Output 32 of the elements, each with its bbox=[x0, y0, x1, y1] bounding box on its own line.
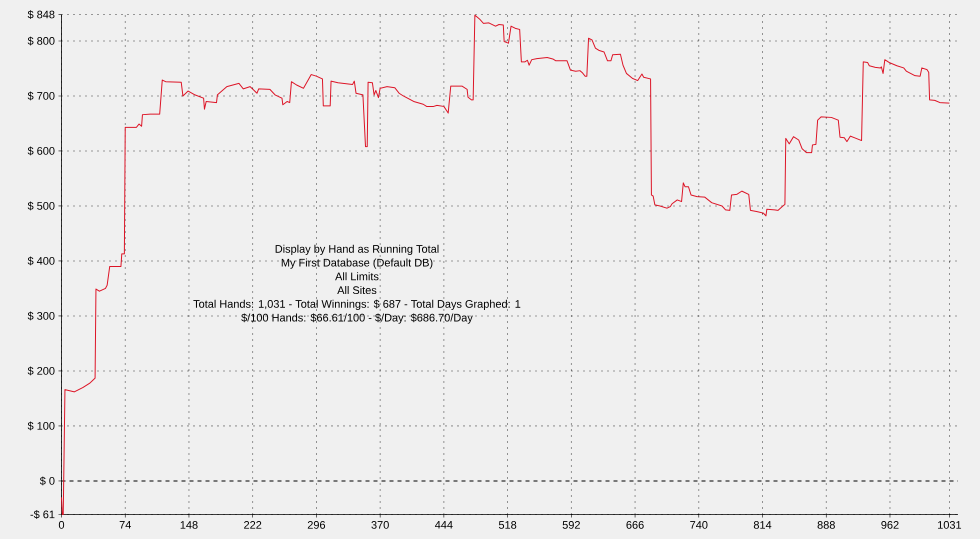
y-tick-label: $ 200 bbox=[28, 366, 55, 376]
x-tick-label: 518 bbox=[498, 521, 516, 529]
annotation: $/100 Hands: $66.61/100 - $/Day: $686.70/Day bbox=[241, 313, 473, 324]
y-tick-label: $ 800 bbox=[28, 36, 55, 46]
x-tick-label: 296 bbox=[308, 521, 326, 529]
x-tick-label: 0 bbox=[58, 521, 64, 529]
y-tick-label: $ 300 bbox=[28, 312, 55, 320]
x-tick-label: 888 bbox=[818, 521, 835, 529]
x-tick-label: 74 bbox=[120, 521, 131, 529]
y-tick-label: $ 500 bbox=[28, 202, 55, 210]
x-tick-label: 370 bbox=[371, 521, 389, 529]
x-tick-label: 222 bbox=[244, 521, 262, 529]
annotation: Display by Hand as Running Total bbox=[276, 244, 438, 255]
annotation: All Sites bbox=[337, 286, 376, 294]
y-tick-label: $ 700 bbox=[28, 92, 55, 100]
y-tick-label: $ 100 bbox=[28, 422, 55, 430]
y-tick-label: -$ 61 bbox=[30, 510, 54, 519]
x-tick-label: 1031 bbox=[938, 521, 962, 529]
annotation: Total Hands: 1,031 - Total Winnings: $ 687 - Total Days Graphed: 1 bbox=[193, 300, 520, 310]
x-tick-label: 962 bbox=[881, 521, 899, 529]
x-tick-label: 666 bbox=[626, 521, 644, 529]
annotation: My First Database (Default DB) bbox=[282, 258, 432, 269]
x-tick-label: 740 bbox=[690, 521, 708, 529]
x-tick-label: 814 bbox=[754, 521, 772, 529]
x-tick-label: 444 bbox=[434, 521, 453, 529]
x-tick-label: 148 bbox=[180, 521, 198, 529]
y-tick-label: $ 600 bbox=[28, 146, 55, 156]
y-tick-label: $ 0 bbox=[40, 476, 55, 486]
x-tick-label: 592 bbox=[562, 521, 580, 529]
y-tick-label: $ 848 bbox=[28, 10, 54, 20]
y-tick-label: $ 400 bbox=[28, 256, 55, 266]
annotation: All Limits bbox=[335, 272, 378, 280]
